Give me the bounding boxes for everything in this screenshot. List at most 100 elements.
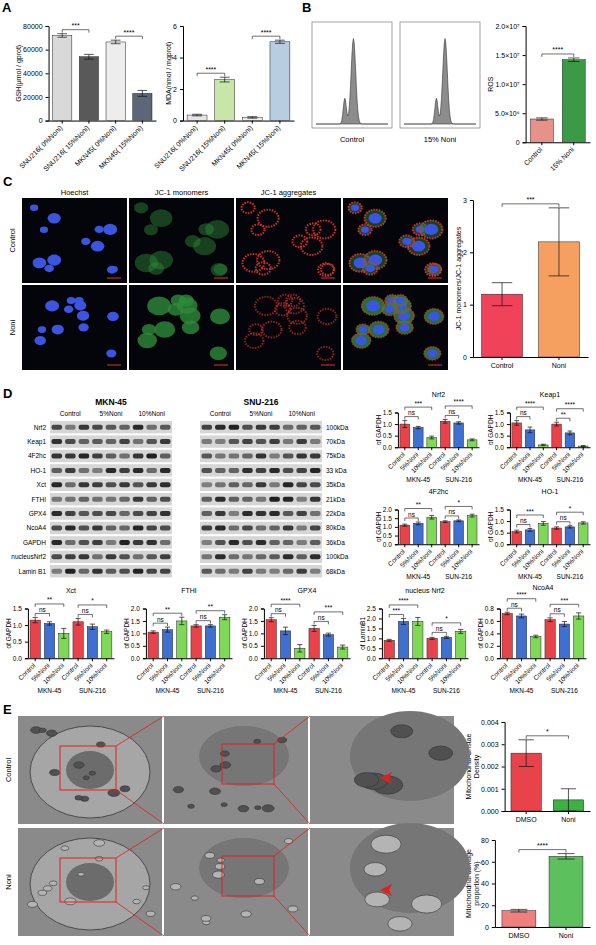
blot-band xyxy=(65,482,76,487)
y-tick-mark xyxy=(395,518,398,519)
blot-band xyxy=(269,540,280,545)
blot-band xyxy=(52,554,63,559)
x-tick-mark xyxy=(153,658,154,661)
error-bar xyxy=(416,426,421,428)
y-tick-mark xyxy=(379,609,382,610)
y-tick-mark xyxy=(497,658,500,659)
blot-band xyxy=(160,425,171,430)
blot-band xyxy=(202,425,213,430)
plot: 0.00.51.01.5Control5%Noni10%NoniControl5… xyxy=(495,391,591,484)
zoom-line xyxy=(116,716,164,746)
plot: 0123ControlNoni*** xyxy=(463,196,588,369)
y-tick-label: 2.0 xyxy=(249,605,258,612)
bar xyxy=(578,446,588,447)
x-tick-mark xyxy=(63,658,64,661)
y-tick-label: 1.5 xyxy=(495,506,504,513)
blot-background xyxy=(50,435,172,447)
y-tick: 40000 xyxy=(23,70,48,77)
y-axis-title-line: of GAPDH xyxy=(123,618,130,649)
protein-label: NcoA4 xyxy=(26,524,46,531)
y-tick-mark xyxy=(497,621,500,622)
x-tick-label: 10%Noni xyxy=(450,548,474,572)
size-label: 33 kDa xyxy=(326,467,347,474)
x-tick-label: 10%Noni xyxy=(320,662,344,686)
chart-title: Nrf2 xyxy=(432,391,445,398)
y-tick-label: 0.0 xyxy=(495,444,504,451)
y-tick-label: 60 xyxy=(481,858,489,865)
x-tick-mark xyxy=(224,658,225,661)
bar xyxy=(413,621,423,658)
significance-label: ** xyxy=(47,596,53,603)
tem-image xyxy=(18,828,164,936)
marks xyxy=(148,615,230,659)
bar xyxy=(191,626,201,658)
cell-green xyxy=(147,296,171,315)
y-tick: 2 xyxy=(463,249,473,256)
blot-band xyxy=(106,439,117,444)
scale-bar xyxy=(214,278,228,279)
y-tick-label: 0.6 xyxy=(485,618,494,625)
error-bar xyxy=(470,439,475,441)
bar xyxy=(539,523,549,544)
cell-red xyxy=(241,202,254,213)
x-tick-mark xyxy=(583,544,584,547)
error-bar xyxy=(519,740,534,767)
x-tick-mark xyxy=(446,658,447,661)
blot-band xyxy=(106,511,117,516)
blot-band xyxy=(160,554,171,559)
marks xyxy=(266,618,348,659)
cell-red xyxy=(356,324,369,335)
group-label: SUN-216 xyxy=(557,573,584,580)
x-tick-mark xyxy=(35,658,36,661)
significance-bracket xyxy=(153,613,182,616)
bar xyxy=(177,621,187,658)
x-tick: MKN45( 15%Noni) xyxy=(98,121,145,171)
mitochondrion xyxy=(211,766,222,772)
x-tick-label: MKN45( 15%Noni) xyxy=(98,124,145,171)
x-tick-mark xyxy=(181,658,182,661)
error-bar xyxy=(283,627,288,634)
panel-letter: B xyxy=(302,0,311,15)
y-tick-mark xyxy=(46,26,49,27)
blot-band xyxy=(133,482,144,487)
x-tick: Noni xyxy=(561,811,576,823)
significance-label: ns xyxy=(200,613,208,620)
y-tick-label: 6 xyxy=(173,23,177,30)
x-tick: 10%Noni xyxy=(514,658,538,685)
y-tick-mark xyxy=(261,633,264,634)
zoom-line xyxy=(116,828,164,858)
cell-red xyxy=(363,262,378,274)
row-label: Control xyxy=(4,758,13,783)
significance-bracket xyxy=(517,515,544,518)
group-label: MKN-45 xyxy=(518,476,542,483)
x-tick-mark xyxy=(279,121,280,124)
significance-label: **** xyxy=(454,398,465,405)
blot-band xyxy=(119,569,130,574)
cell-green xyxy=(210,309,230,325)
error-bar xyxy=(536,118,547,120)
cell xyxy=(30,726,150,818)
x-tick-mark xyxy=(518,927,519,930)
panel-letter: E xyxy=(3,702,12,717)
y-axis-title-line: proportion (%) xyxy=(473,861,481,905)
bar-chart: 0.00.51.01.52.0Control5%Noni10%NoniContr… xyxy=(241,587,351,695)
y-axis: 0.00.51.01.5 xyxy=(383,409,399,451)
blot-band xyxy=(92,482,103,487)
zoom-line xyxy=(274,896,310,936)
protein-label: GPX4 xyxy=(29,510,47,517)
mitochondrion xyxy=(173,787,183,793)
significance-label: ns xyxy=(436,625,444,632)
blot-band xyxy=(65,454,76,459)
mitochondrion xyxy=(217,858,224,862)
y-tick-mark xyxy=(502,744,505,745)
y-axis: 0.0000.0010.0020.0030.004 xyxy=(481,719,505,815)
y-axis: 0.00.51.01.52.0 xyxy=(383,506,399,548)
x-tick-mark xyxy=(521,658,522,661)
blot-band xyxy=(202,439,213,444)
x-tick-label: 10%Noni xyxy=(561,451,585,475)
nucleus xyxy=(64,306,73,314)
bar-chart: 05.0×10⁶1.0×10⁷1.5×10⁷2.0×10⁷Control15% … xyxy=(487,23,591,172)
blot-band xyxy=(229,497,240,502)
y-tick-label: 2.5 xyxy=(367,605,376,612)
row-label: Noni xyxy=(8,319,17,335)
